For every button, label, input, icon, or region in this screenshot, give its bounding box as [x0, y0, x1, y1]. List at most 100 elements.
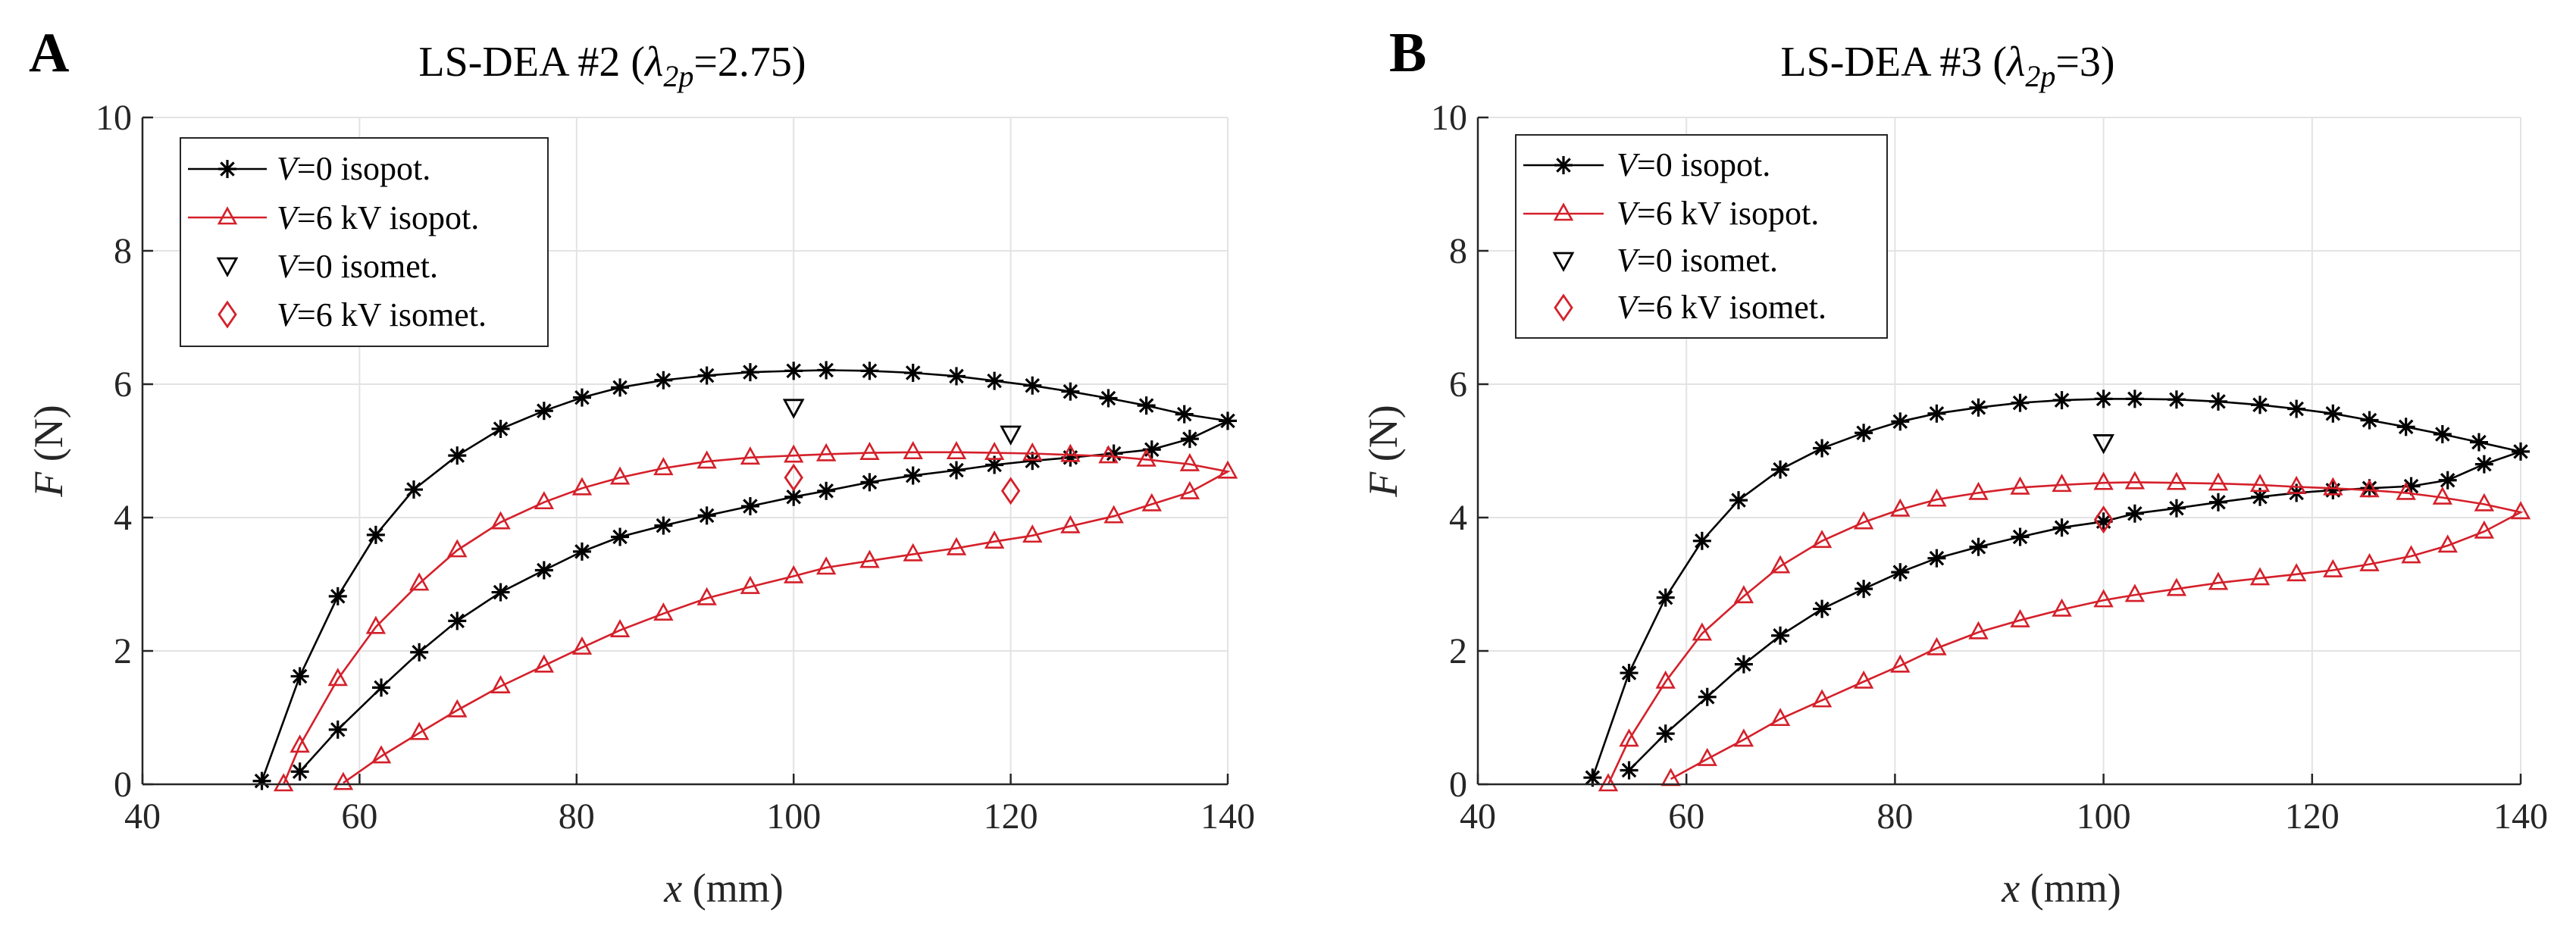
data-point	[1023, 376, 1042, 395]
data-point	[2251, 396, 2269, 415]
marker-stroke	[949, 462, 964, 478]
data-point	[1853, 670, 1874, 689]
data-point	[1061, 382, 1080, 401]
data-point	[1733, 728, 1754, 747]
data-point	[2124, 471, 2146, 490]
data-point	[860, 473, 879, 492]
y-axis-label: F (N)	[1360, 405, 1406, 497]
title-suffix: =3)	[2055, 39, 2114, 86]
legend-label: V=0 isopot.	[277, 150, 430, 187]
x-tick-label: 60	[1668, 796, 1704, 837]
data-point	[609, 466, 631, 485]
data-point	[1771, 626, 1790, 645]
marker-stroke	[1138, 398, 1154, 413]
data-point	[1136, 448, 1157, 467]
marker-stroke	[2435, 427, 2450, 442]
y-tick-label: 6	[1449, 364, 1467, 405]
marker-stroke	[1025, 377, 1041, 393]
marker-stroke	[2252, 397, 2268, 413]
y-tick-label: 4	[1449, 498, 1467, 538]
marker-stroke	[2169, 392, 2184, 408]
data-point	[2208, 472, 2229, 491]
marker-stroke	[612, 529, 628, 545]
legend-text: =6 kV isopot.	[297, 199, 479, 236]
marker-stroke	[2403, 478, 2419, 494]
data-point	[1552, 252, 1575, 272]
marker-stroke	[1182, 431, 1197, 446]
legend-text: =0 isopot.	[297, 150, 430, 187]
data-point	[1023, 452, 1042, 471]
data-point	[1141, 493, 1162, 511]
panel-b: B LS-DEA #3 (λ2p=3) 40 60 80 100 120 140 0 2 4 6 8…	[1360, 22, 2548, 911]
legend: V=0 isopot. V=6 kV isopot. V=0 isomet. V…	[180, 137, 549, 347]
marker-stroke	[1773, 627, 1788, 643]
x-axis-var: x	[2001, 865, 2020, 911]
data-point	[448, 446, 467, 465]
marker-stroke	[612, 380, 628, 396]
series-line	[261, 369, 1232, 782]
marker-stroke	[2440, 472, 2455, 488]
marker-stroke	[1773, 461, 1788, 477]
legend-label: V=6 kV isomet.	[1617, 289, 1826, 326]
legend-label: V=6 kV isopot.	[277, 199, 479, 236]
legend-var: V	[1617, 146, 1641, 183]
title-subscript: 2p	[2025, 59, 2055, 93]
data-point	[2052, 474, 2072, 493]
marker-stroke	[987, 373, 1002, 389]
data-point	[2166, 471, 2187, 490]
marker-stroke	[1892, 414, 1908, 430]
series	[784, 463, 1021, 505]
marker-stroke	[987, 457, 1002, 473]
series	[273, 441, 1238, 792]
data-point	[1927, 637, 1947, 655]
data-point	[1060, 515, 1081, 533]
data-point	[1891, 412, 1910, 431]
data-point	[2125, 389, 2144, 408]
marker-stroke	[1621, 665, 1637, 680]
data-point	[1890, 654, 1911, 673]
data-point	[1968, 481, 1989, 500]
marker-stroke	[905, 365, 921, 380]
marker-stroke	[2362, 412, 2377, 428]
data-point	[1811, 530, 1833, 549]
data-point	[534, 561, 553, 580]
x-tick-label: 40	[124, 796, 161, 837]
data-point	[1697, 747, 1717, 766]
y-axis-unit: (N)	[26, 405, 71, 471]
data-point	[1598, 773, 1619, 792]
data-point	[2052, 391, 2071, 410]
data-point	[903, 543, 923, 562]
data-point	[1733, 585, 1754, 604]
data-point	[1060, 443, 1081, 462]
data-point	[1655, 670, 1676, 689]
marker-stroke	[1929, 550, 1945, 566]
data-point	[328, 720, 347, 739]
data-point	[2323, 558, 2343, 577]
marker-stroke	[818, 483, 834, 499]
marker-stroke	[574, 544, 590, 559]
x-tick-label: 140	[2493, 796, 2548, 837]
data-point	[2093, 505, 2114, 534]
y-tick-label: 2	[114, 631, 132, 671]
data-point	[2360, 411, 2379, 430]
data-point	[2510, 501, 2531, 520]
marker-stroke	[1699, 689, 1715, 705]
data-point	[1692, 531, 1711, 550]
data-point	[653, 457, 674, 476]
title-prefix: LS-DEA #2 (	[418, 39, 645, 86]
data-point	[1175, 405, 1194, 424]
data-point	[2474, 455, 2493, 474]
legend-item: V=6 kV isomet.	[277, 296, 487, 333]
data-point	[782, 399, 805, 419]
data-point	[1927, 549, 1946, 568]
data-point	[2474, 493, 2495, 511]
marker-stroke	[1695, 533, 1710, 549]
marker-stroke	[1892, 565, 1908, 580]
data-point	[410, 643, 429, 662]
data-point	[534, 654, 555, 673]
data-point	[2438, 471, 2457, 490]
data-point	[1620, 761, 1639, 780]
data-point	[2359, 552, 2380, 571]
marker-stroke	[374, 680, 389, 696]
